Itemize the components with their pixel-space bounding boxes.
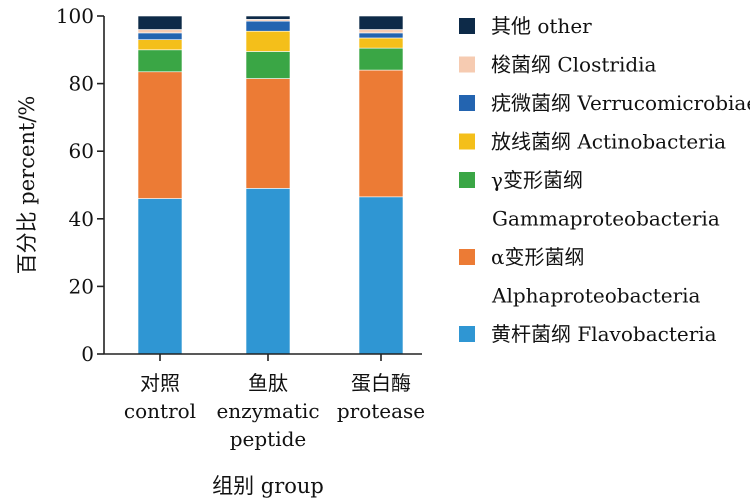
- legend-swatch: [459, 133, 475, 150]
- bar-segment-1-3: [245, 30, 291, 52]
- bar-segment-0-3: [137, 39, 183, 51]
- y-tick-label: 0: [81, 342, 94, 366]
- legend-swatch: [459, 172, 475, 188]
- bar-segment-2-3: [358, 37, 404, 49]
- x-axis: 对照 control 鱼肽 enzymatic peptide 蛋白酶 protease: [104, 353, 425, 451]
- legend-swatch: [459, 326, 475, 342]
- bar-segment-2-0: [358, 196, 404, 355]
- bar-segment-0-4: [137, 32, 183, 40]
- x-axis-title: 组别 group: [212, 474, 324, 498]
- legend-label: Alphaproteobacteria: [491, 284, 701, 308]
- y-axis-title: 百分比 percent/%: [15, 96, 39, 275]
- bar-segment-2-5: [358, 29, 404, 34]
- bar-segment-2-1: [358, 69, 404, 198]
- bar-segment-1-1: [245, 78, 291, 189]
- bar-segment-0-0: [137, 198, 183, 355]
- bar-segment-1-6: [245, 15, 291, 20]
- bar-segment-1-0: [245, 188, 291, 355]
- y-tick-label: 80: [69, 72, 94, 96]
- bar-segment-1-2: [245, 51, 291, 79]
- x-tick-label: 对照 control: [124, 371, 196, 423]
- legend-swatch: [459, 249, 475, 265]
- bar-segment-0-2: [137, 49, 183, 73]
- bar-segment-2-4: [358, 32, 404, 39]
- legend-label: 疣微菌纲 Verrucomicrobiae: [491, 91, 750, 115]
- plot-area: [137, 15, 404, 355]
- legend-label: 梭菌纲 Clostridia: [491, 53, 657, 77]
- legend-label: α变形菌纲: [491, 245, 585, 269]
- bar-segment-0-5: [137, 29, 183, 34]
- bar-segment-1-4: [245, 20, 291, 32]
- bar-segment-2-6: [358, 15, 404, 30]
- x-tick-label: 蛋白酶 protease: [337, 371, 425, 423]
- legend-label: γ变形菌纲: [491, 168, 583, 192]
- legend-swatch: [459, 95, 475, 111]
- bar-segment-2-2: [358, 47, 404, 71]
- y-axis: 0 20 40 60 80 100: [56, 4, 105, 366]
- legend-swatch: [459, 56, 475, 73]
- y-tick-label: 20: [69, 274, 94, 298]
- bar-segment-0-6: [137, 15, 183, 30]
- legend-label: Gammaproteobacteria: [492, 207, 720, 231]
- bar-segment-0-1: [137, 71, 183, 199]
- legend-label: 放线菌纲 Actinobacteria: [491, 130, 726, 154]
- legend-label: 黄杆菌纲 Flavobacteria: [491, 322, 717, 346]
- legend: 其他 other 梭菌纲 Clostridia 疣微菌纲 Verrucomicrob…: [459, 14, 750, 346]
- x-tick-label: 鱼肽 enzymatic peptide: [216, 371, 319, 451]
- y-tick-label: 60: [69, 139, 94, 163]
- y-tick-label: 100: [56, 4, 94, 28]
- legend-swatch: [459, 18, 475, 34]
- legend-label: 其他 other: [491, 14, 592, 38]
- y-tick-label: 40: [69, 207, 94, 231]
